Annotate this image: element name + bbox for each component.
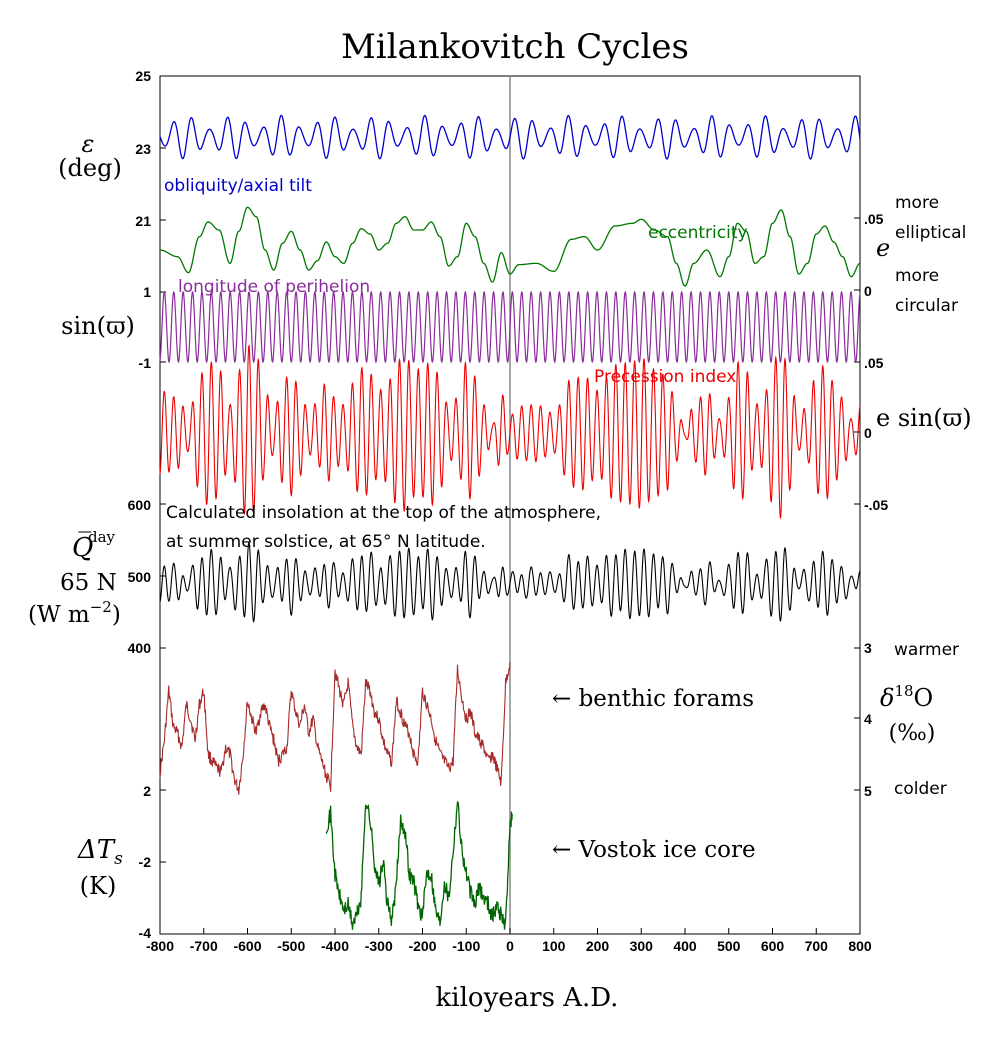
annotation-perihelion: longitude of perihelion — [178, 277, 370, 297]
annotation-obliquity: obliquity/axial tilt — [164, 176, 312, 196]
annotation-insolation-line2: at summer solstice, at 65° N latitude. — [166, 532, 486, 552]
ylabel-d18o-sup: 18 — [894, 682, 913, 700]
x-tick-label: 100 — [542, 938, 566, 954]
x-tick-label: -100 — [452, 938, 480, 954]
tick-perihelion-1: 1 — [143, 284, 151, 300]
annotation-insolation-line1: Calculated insolation at the top of the … — [166, 503, 601, 523]
series-eccentricity — [160, 206, 861, 287]
ylabel-obliquity-symbol: ε — [82, 130, 95, 158]
annotation-colder: colder — [894, 779, 947, 799]
x-tick-label: 700 — [805, 938, 829, 954]
x-tick-label: 400 — [673, 938, 697, 954]
tick-ecc-0: 0 — [864, 283, 872, 299]
ylabel-d18o-delta: δ — [880, 684, 894, 712]
ylabel-temperature-sub: s — [114, 849, 123, 869]
ylabel-insolation-unit-sup: −2 — [90, 598, 112, 616]
tick-d18o-4: 4 — [864, 711, 872, 727]
ylabel-eccentricity: e — [876, 234, 890, 262]
right-axis-ticks — [854, 217, 860, 791]
x-tick-label: -700 — [190, 938, 218, 954]
x-tick-label: 500 — [717, 938, 741, 954]
x-axis-ticks: -800 -700 -600 -500 -400 -300 -200 -100 0 100 200 3… — [146, 928, 872, 954]
ylabel-temperature-main: ΔT — [77, 835, 116, 865]
x-tick-label: -300 — [365, 938, 393, 954]
chart-title: Milankovitch Cycles — [341, 27, 689, 67]
x-tick-label: -400 — [321, 938, 349, 954]
x-tick-label: 200 — [586, 938, 610, 954]
ylabel-insolation-unit-main: (W m — [28, 602, 90, 628]
ylabel-insolation-symbol: Q̅ — [72, 531, 93, 563]
annotation-precession: Precession index — [594, 367, 736, 387]
series-obliquity — [159, 114, 861, 160]
tick-insolation-500: 500 — [128, 569, 152, 585]
ylabel-insolation-unit-close: ) — [112, 602, 121, 628]
series-benthic-forams — [159, 662, 511, 795]
moreElliptical-line-0: more — [895, 193, 939, 213]
tick-prec-0: 0 — [864, 425, 872, 441]
x-tick-label: -600 — [233, 938, 261, 954]
tick-temp-2: 2 — [143, 783, 151, 799]
series-perihelion — [159, 290, 861, 364]
tick-obliquity-21: 21 — [135, 213, 151, 229]
tick-obliquity-23: 23 — [135, 141, 151, 157]
ylabel-d18o: δ18O — [880, 682, 933, 712]
x-tick-label: 300 — [630, 938, 654, 954]
x-tick-label: 800 — [848, 938, 872, 954]
tick-perihelion-neg1: -1 — [139, 355, 152, 371]
series-precession — [159, 344, 861, 520]
annotation-warmer: warmer — [894, 640, 959, 660]
annotation-eccentricity: eccentricity — [648, 223, 748, 243]
moreElliptical-line-1: elliptical — [895, 223, 966, 243]
left-axis-ticks — [160, 147, 166, 863]
ylabel-d18o-tail: O — [914, 684, 934, 712]
x-axis-label: kiloyears A.D. — [436, 983, 619, 1013]
ylabel-d18o-unit: (‰) — [889, 721, 936, 746]
tick-ecc-05: .05 — [864, 211, 884, 227]
tick-prec-05: .05 — [864, 355, 884, 371]
annotation-more-elliptical: more elliptical — [895, 193, 966, 243]
tick-prec-neg05: -.05 — [864, 497, 888, 513]
moreCircular-line-0: more — [895, 266, 939, 286]
ylabel-insolation-line2: 65 N — [60, 570, 117, 596]
tick-insolation-400: 400 — [128, 640, 152, 656]
annotation-vostok: ← Vostok ice core — [552, 837, 756, 863]
tick-insolation-600: 600 — [128, 497, 152, 513]
tick-temp-neg2: -2 — [139, 854, 152, 870]
ylabel-temperature-symbol: ΔTs — [77, 835, 123, 869]
tick-temp-neg4: -4 — [139, 925, 152, 941]
tick-d18o-3: 3 — [864, 640, 872, 656]
x-tick-label: -500 — [277, 938, 305, 954]
x-tick-label: -200 — [408, 938, 436, 954]
moreCircular-line-1: circular — [895, 296, 958, 316]
ylabel-insolation-unit: (W m−2) — [28, 598, 121, 628]
x-tick-label: 600 — [761, 938, 785, 954]
x-tick-label: -800 — [146, 938, 174, 954]
tick-d18o-5: 5 — [864, 783, 872, 799]
ylabel-obliquity-unit: (deg) — [58, 154, 122, 182]
series-insolation — [159, 541, 861, 623]
ylabel-temperature-unit: (K) — [80, 872, 117, 900]
ylabel-insolation-superscript: day — [88, 528, 116, 546]
ylabel-precession: e sin(ϖ) — [876, 404, 972, 432]
ylabel-perihelion: sin(ϖ) — [61, 312, 135, 340]
series-vostok — [325, 801, 513, 930]
annotation-benthic-forams: ← benthic forams — [552, 686, 754, 712]
annotation-more-circular: more circular — [895, 266, 958, 316]
x-tick-label: 0 — [506, 938, 514, 954]
tick-obliquity-25: 25 — [135, 68, 151, 84]
